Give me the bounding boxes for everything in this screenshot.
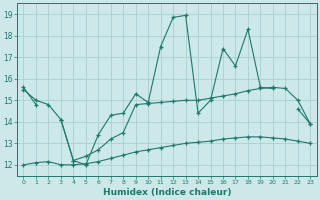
X-axis label: Humidex (Indice chaleur): Humidex (Indice chaleur) bbox=[103, 188, 231, 197]
